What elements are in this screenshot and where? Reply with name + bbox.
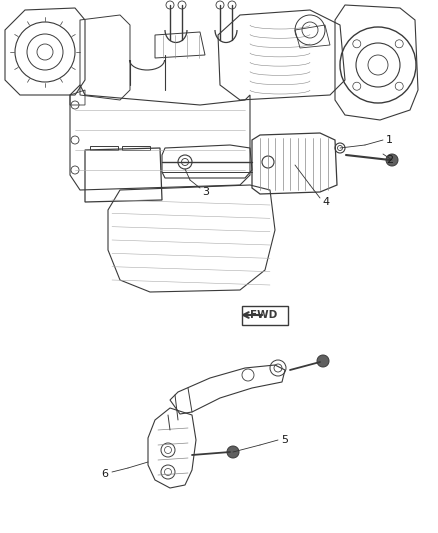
- Circle shape: [386, 154, 398, 166]
- Text: FWD: FWD: [251, 310, 278, 320]
- Text: 3: 3: [202, 187, 209, 197]
- Text: 1: 1: [386, 135, 393, 145]
- Circle shape: [317, 355, 329, 367]
- Circle shape: [227, 446, 239, 458]
- Text: 5: 5: [281, 435, 288, 445]
- Text: 4: 4: [322, 197, 329, 207]
- Text: 6: 6: [101, 469, 108, 479]
- Text: 2: 2: [386, 155, 393, 165]
